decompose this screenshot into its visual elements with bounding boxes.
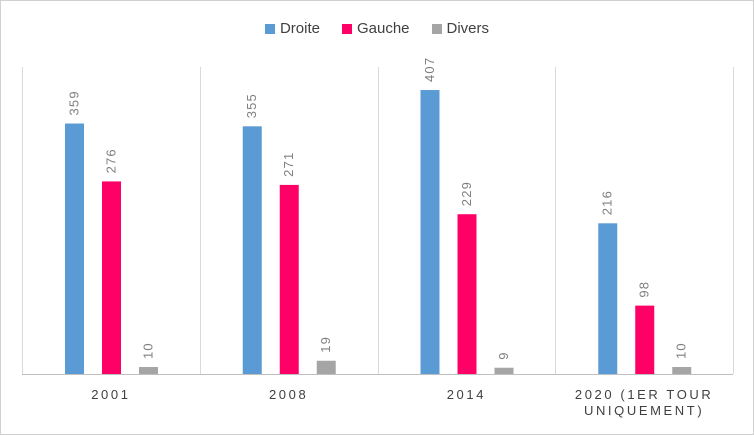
legend-label-divers: Divers [446, 20, 490, 37]
x-tick-label: 2014 [447, 387, 486, 402]
bar-gauche [279, 184, 299, 374]
bar-gauche [457, 214, 477, 374]
data-label: 276 [104, 148, 119, 173]
bar-droite [65, 123, 84, 375]
data-label: 355 [244, 93, 259, 118]
legend-item-droite: Droite [264, 20, 320, 37]
legend-item-divers: Divers [431, 20, 490, 37]
data-label: 407 [422, 57, 437, 82]
legend-item-gauche: Gauche [341, 20, 410, 37]
bar-divers [139, 367, 158, 374]
legend-label-droite: Droite [279, 20, 320, 37]
bar-droite [242, 126, 262, 374]
legend-swatch-droite [264, 23, 275, 34]
bar-divers [672, 367, 692, 374]
bar-droite [420, 90, 440, 375]
bar-gauche [102, 181, 121, 374]
legend: Droite Gauche Divers [1, 20, 753, 37]
x-tick-label: 2008 [269, 387, 308, 402]
bar-divers [494, 367, 514, 374]
x-tick-label: 2020 (1ER TOUR [575, 387, 714, 402]
data-label: 271 [281, 152, 296, 177]
x-tick-label: 2001 [91, 387, 130, 402]
legend-swatch-gauche [341, 23, 352, 34]
legend-label-gauche: Gauche [356, 20, 410, 37]
data-label: 10 [141, 342, 156, 359]
bar-droite [598, 223, 618, 374]
bar-divers [316, 360, 336, 374]
data-label: 98 [637, 281, 652, 298]
data-label: 229 [459, 181, 474, 206]
data-label: 359 [67, 90, 82, 115]
data-label: 216 [600, 190, 615, 215]
data-label: 19 [318, 336, 333, 353]
bar-gauche [635, 305, 655, 374]
data-label: 9 [496, 351, 511, 359]
x-tick-label: UNIQUEMENT) [584, 403, 704, 418]
data-label: 10 [674, 342, 689, 359]
legend-swatch-divers [431, 23, 442, 34]
